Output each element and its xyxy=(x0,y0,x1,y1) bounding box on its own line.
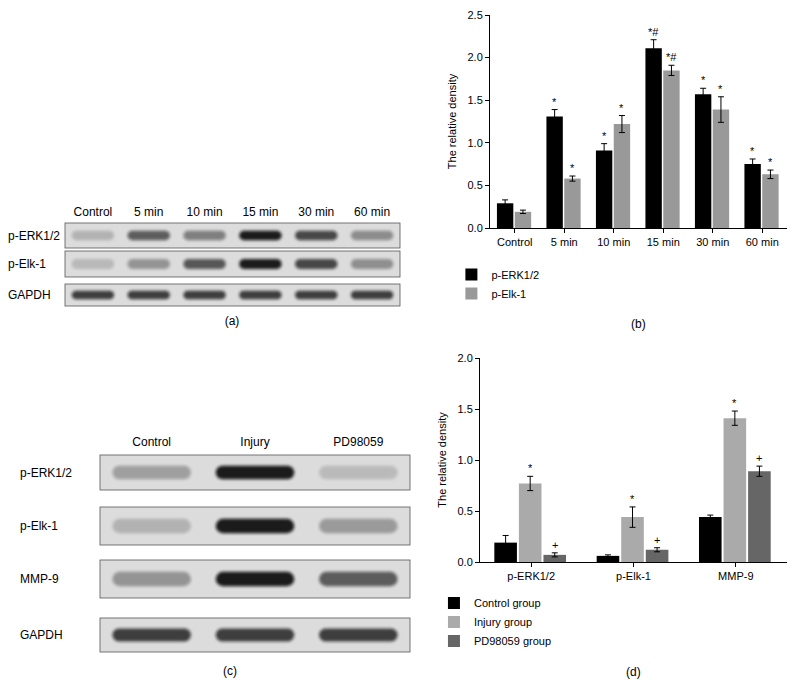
svg-text:15 min: 15 min xyxy=(242,205,278,219)
svg-text:10 min: 10 min xyxy=(597,236,630,248)
svg-text:60 min: 60 min xyxy=(746,236,779,248)
svg-text:GAPDH: GAPDH xyxy=(8,288,51,302)
svg-text:1.5: 1.5 xyxy=(458,403,473,415)
svg-text:*: * xyxy=(630,493,635,505)
svg-text:p-ERK1/2: p-ERK1/2 xyxy=(491,269,539,281)
svg-text:(c): (c) xyxy=(223,664,237,678)
svg-text:p-ERK1/2: p-ERK1/2 xyxy=(8,229,60,243)
svg-text:30 min: 30 min xyxy=(298,205,334,219)
svg-text:(d): (d) xyxy=(626,665,641,679)
svg-text:1.5: 1.5 xyxy=(468,94,483,106)
svg-text:*: * xyxy=(602,130,607,142)
svg-text:*#: *# xyxy=(648,26,659,38)
svg-text:1.0: 1.0 xyxy=(468,137,483,149)
svg-text:MMP-9: MMP-9 xyxy=(20,572,59,586)
svg-text:p-Elk-1: p-Elk-1 xyxy=(20,519,58,533)
svg-text:5 min: 5 min xyxy=(551,236,578,248)
svg-text:Injury group: Injury group xyxy=(474,616,532,628)
svg-text:15 min: 15 min xyxy=(647,236,680,248)
svg-text:PD98059: PD98059 xyxy=(333,435,383,449)
svg-text:*#: *# xyxy=(666,51,677,63)
svg-text:*: * xyxy=(619,102,624,114)
svg-text:60 min: 60 min xyxy=(354,205,390,219)
svg-text:*: * xyxy=(718,83,723,95)
svg-text:2.0: 2.0 xyxy=(468,51,483,63)
svg-text:Control: Control xyxy=(497,236,532,248)
svg-text:0.0: 0.0 xyxy=(458,556,473,568)
svg-text:p-ERK1/2: p-ERK1/2 xyxy=(20,466,72,480)
svg-text:Control: Control xyxy=(74,205,113,219)
svg-text:*: * xyxy=(570,162,575,174)
svg-text:*: * xyxy=(552,96,557,108)
svg-text:GAPDH: GAPDH xyxy=(20,628,63,642)
svg-text:(b): (b) xyxy=(631,317,646,331)
svg-text:p-Elk-1: p-Elk-1 xyxy=(616,570,651,582)
svg-text:Injury: Injury xyxy=(240,435,269,449)
svg-text:+: + xyxy=(654,534,660,546)
svg-text:The relative density: The relative density xyxy=(436,412,448,508)
svg-text:0.5: 0.5 xyxy=(468,179,483,191)
svg-text:0.0: 0.0 xyxy=(468,222,483,234)
svg-text:p-ERK1/2: p-ERK1/2 xyxy=(507,570,555,582)
svg-text:p-Elk-1: p-Elk-1 xyxy=(491,288,526,300)
svg-text:2.5: 2.5 xyxy=(468,9,483,21)
svg-text:30 min: 30 min xyxy=(696,236,729,248)
svg-text:0.5: 0.5 xyxy=(458,505,473,517)
svg-text:MMP-9: MMP-9 xyxy=(718,570,753,582)
svg-text:(a): (a) xyxy=(225,314,240,328)
svg-text:10 min: 10 min xyxy=(187,205,223,219)
svg-text:*: * xyxy=(732,397,737,409)
svg-text:+: + xyxy=(756,452,762,464)
svg-text:+: + xyxy=(552,539,558,551)
svg-text:5 min: 5 min xyxy=(134,205,163,219)
svg-text:The relative density: The relative density xyxy=(446,73,458,169)
svg-text:p-Elk-1: p-Elk-1 xyxy=(8,257,46,271)
svg-text:PD98059 group: PD98059 group xyxy=(474,635,551,647)
svg-text:Control: Control xyxy=(132,435,171,449)
svg-text:*: * xyxy=(701,74,706,86)
svg-text:1.0: 1.0 xyxy=(458,454,473,466)
svg-text:2.0: 2.0 xyxy=(458,352,473,364)
svg-text:*: * xyxy=(768,156,773,168)
svg-text:*: * xyxy=(528,462,533,474)
svg-text:Control group: Control group xyxy=(474,597,541,609)
svg-text:*: * xyxy=(750,145,755,157)
